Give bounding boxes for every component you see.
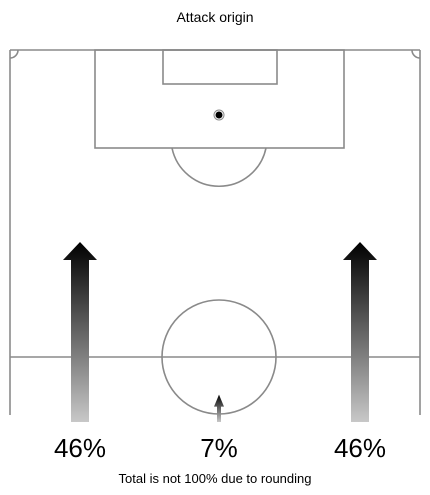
goal-area (162, 49, 278, 85)
penalty-spot (215, 111, 223, 119)
penalty-arc (171, 147, 267, 187)
chart-title: Attack origin (176, 9, 254, 25)
arrow-right (343, 242, 377, 422)
label-left: 46% (53, 433, 107, 463)
arrow-center (214, 394, 224, 422)
footnote: Total is not 100% due to rounding (118, 471, 312, 486)
corner-arc-left (9, 49, 19, 59)
arrow-left (63, 242, 97, 422)
label-center: 7% (200, 433, 238, 463)
penalty-spot-ring (213, 109, 225, 121)
corner-arc-right (411, 49, 421, 59)
penalty-area (94, 49, 345, 149)
label-right: 46% (333, 433, 387, 463)
